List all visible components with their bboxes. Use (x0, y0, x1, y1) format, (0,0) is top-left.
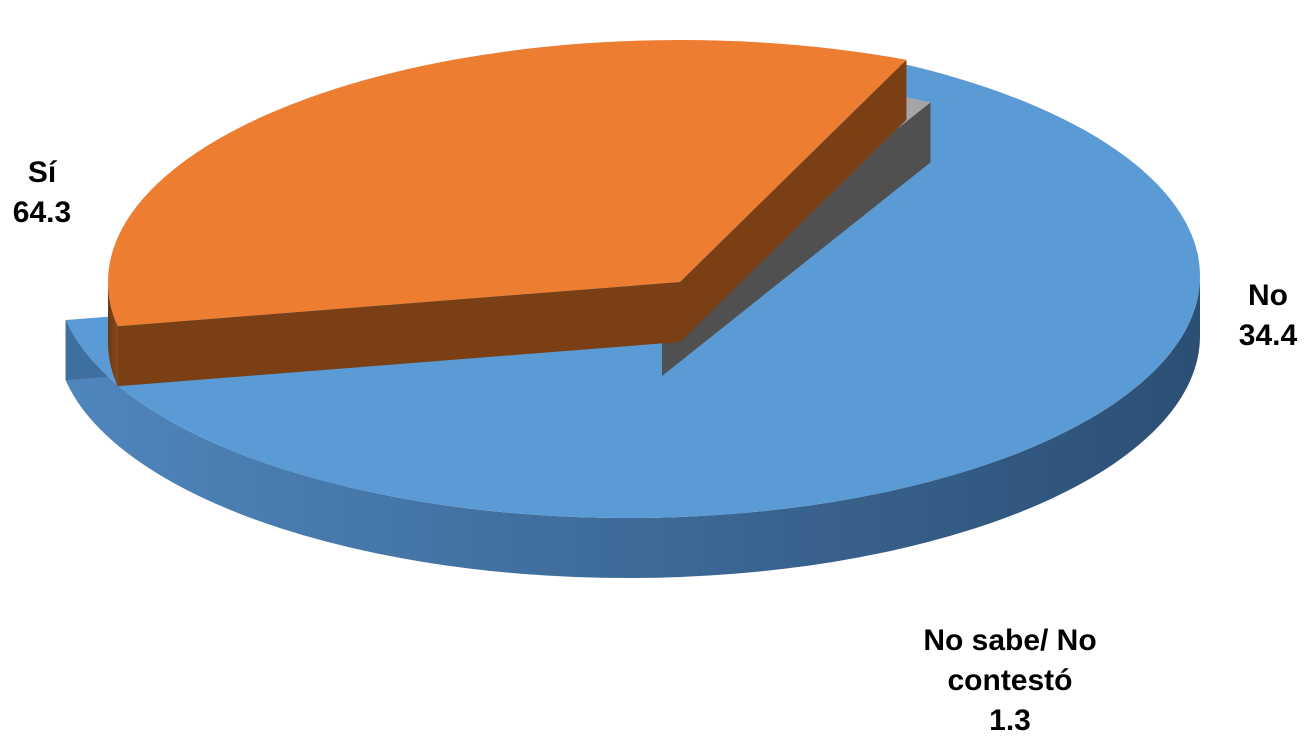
pie-slice-no (108, 39, 907, 387)
pie-slice-side-wall (108, 282, 118, 387)
pie-slice-side-wall (65, 276, 1200, 578)
data-label-line: 64.3 (13, 196, 71, 229)
pie-slice-cut-face (680, 59, 907, 342)
data-label-line: contestó (947, 664, 1072, 697)
data-label-line: 34.4 (1239, 319, 1298, 352)
data-label-line: Sí (28, 156, 58, 189)
pie-slice-cut-face (117, 282, 680, 387)
data-label-si: Sí 64.3 (13, 156, 71, 229)
data-label-line: No (1248, 279, 1288, 312)
data-label-line: 1.3 (989, 704, 1031, 737)
data-label-no-sabe: No sabe/ No contestó 1.3 (923, 624, 1096, 737)
pie-slice-cut-face (662, 102, 931, 376)
data-label-no: No 34.4 (1239, 279, 1298, 352)
pie-slice-top (108, 39, 907, 327)
data-label-line: No sabe/ No (923, 624, 1096, 657)
